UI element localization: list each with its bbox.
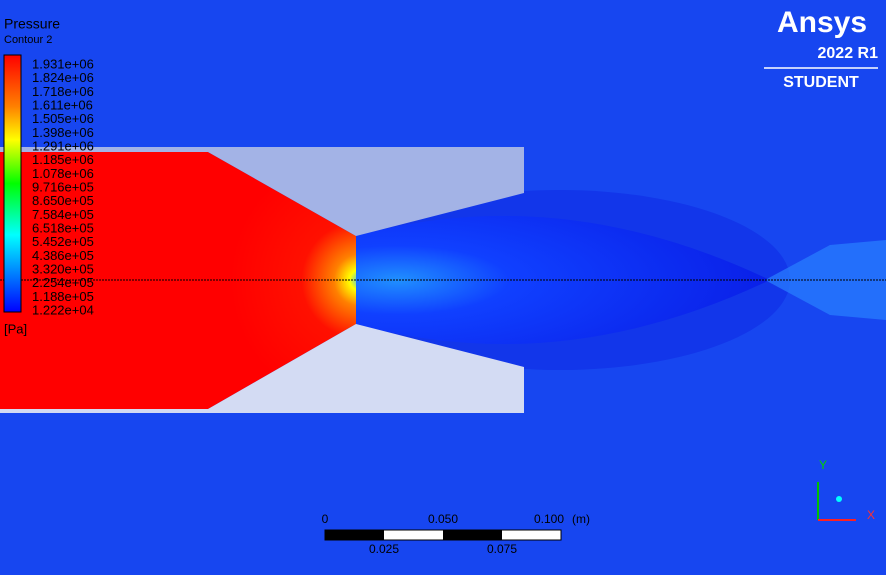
legend-level: 1.611e+06 (32, 97, 93, 112)
legend-level: 4.386e+05 (32, 248, 94, 263)
legend-level: 1.718e+06 (32, 84, 94, 99)
legend-subtitle: Contour 2 (4, 34, 52, 46)
triad-y-label: Y (819, 458, 827, 472)
legend-level: 1.398e+06 (32, 125, 94, 140)
legend-levels: 1.931e+061.824e+061.718e+061.611e+061.50… (32, 56, 94, 317)
legend-level: 1.931e+06 (32, 56, 94, 71)
legend-level: 1.188e+05 (32, 289, 94, 304)
legend-level: 9.716e+05 (32, 179, 94, 194)
nozzle-wall-bottom (0, 324, 524, 413)
legend-level: 1.222e+04 (32, 302, 94, 317)
scale-unit: (m) (572, 512, 590, 526)
legend-level: 1.185e+06 (32, 152, 94, 167)
legend-level: 1.505e+06 (32, 111, 94, 126)
scale-label: 0.075 (487, 542, 517, 556)
legend-level: 7.584e+05 (32, 207, 94, 222)
color-bar (3, 54, 22, 313)
scale-segment (443, 530, 502, 540)
legend-level: 6.518e+05 (32, 220, 94, 235)
legend-level: 1.824e+06 (32, 70, 94, 85)
logo-edition: STUDENT (783, 74, 859, 91)
legend-unit: [Pa] (4, 321, 27, 336)
scale-segment (325, 530, 384, 540)
triad-x-label: X (867, 508, 875, 522)
scale-label: 0.025 (369, 542, 399, 556)
logo-brand: Ansys (777, 6, 867, 39)
scale-label: 0 (322, 512, 329, 526)
legend-level: 3.320e+05 (32, 261, 94, 276)
legend-level: 2.254e+05 (32, 275, 94, 290)
scale-label: 0.100 (534, 512, 564, 526)
legend-level: 5.452e+05 (32, 234, 94, 249)
legend-level: 1.078e+06 (32, 166, 94, 181)
nozzle-wall-top (0, 147, 524, 236)
legend-level: 1.291e+06 (32, 138, 94, 153)
triad-z (836, 496, 842, 502)
legend-title: Pressure (4, 16, 60, 32)
scale-label: 0.050 (428, 512, 458, 526)
legend-level: 8.650e+05 (32, 193, 94, 208)
logo-version: 2022 R1 (818, 45, 879, 62)
